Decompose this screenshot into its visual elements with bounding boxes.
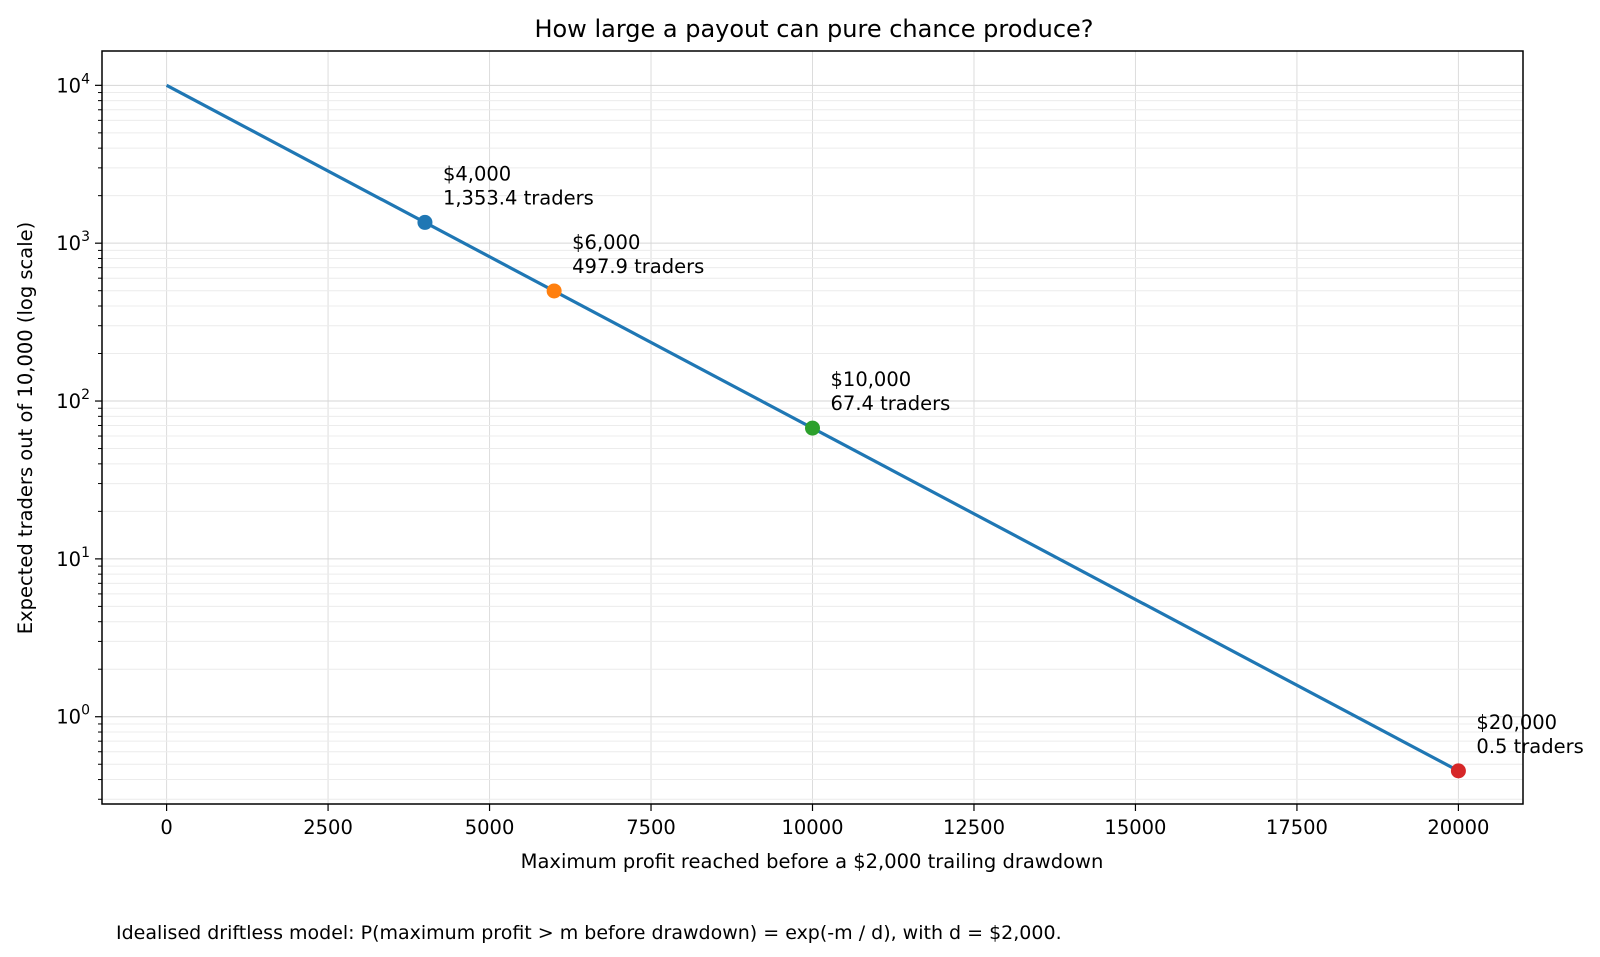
x-axis-ticks: 0 2500 5000 7500 10000 12500 15000 17500 20000 (160, 804, 1489, 839)
y-tick-label: 103 (56, 229, 90, 255)
x-axis-label: Maximum profit reached before a $2,000 t… (521, 850, 1104, 873)
x-tick-label: 17500 (1266, 816, 1328, 839)
y-tick-label: 104 (56, 71, 90, 97)
x-tick-label: 7500 (626, 816, 676, 839)
y-tick-label: 100 (56, 703, 90, 729)
footnote: Idealised driftless model: P(maximum pro… (116, 922, 1062, 944)
x-tick-label: 5000 (465, 816, 515, 839)
point-label-amount: $6,000 (572, 231, 640, 254)
y-tick-label: 102 (56, 387, 90, 413)
x-tick-label: 10000 (781, 816, 843, 839)
x-tick-label: 0 (160, 816, 172, 839)
data-point (1450, 763, 1466, 779)
data-point (417, 214, 433, 230)
x-tick-label: 20000 (1427, 816, 1489, 839)
chart: How large a payout can pure chance produ… (14, 15, 1584, 873)
point-label-amount: $20,000 (1476, 711, 1557, 734)
x-tick-label: 12500 (943, 816, 1005, 839)
plot-frame (101, 50, 1524, 805)
data-point (546, 283, 562, 299)
x-tick-label: 2500 (303, 816, 353, 839)
point-label-traders: 1,353.4 traders (443, 186, 594, 209)
y-tick-label: 101 (56, 545, 90, 571)
plot-points (417, 214, 1466, 779)
chart-title: How large a payout can pure chance produ… (534, 15, 1093, 43)
data-point (805, 420, 820, 436)
x-tick-label: 15000 (1104, 816, 1166, 839)
grid (102, 51, 1523, 804)
point-label-traders: 67.4 traders (831, 392, 951, 415)
y-axis-ticks: 100 101 102 103 104 (56, 71, 102, 800)
point-label-traders: 497.9 traders (572, 255, 704, 278)
point-label-amount: $10,000 (831, 368, 912, 391)
point-label-traders: 0.5 traders (1476, 735, 1583, 758)
y-axis-label: Expected traders out of 10,000 (log scal… (14, 222, 37, 634)
point-label-amount: $4,000 (443, 162, 511, 185)
